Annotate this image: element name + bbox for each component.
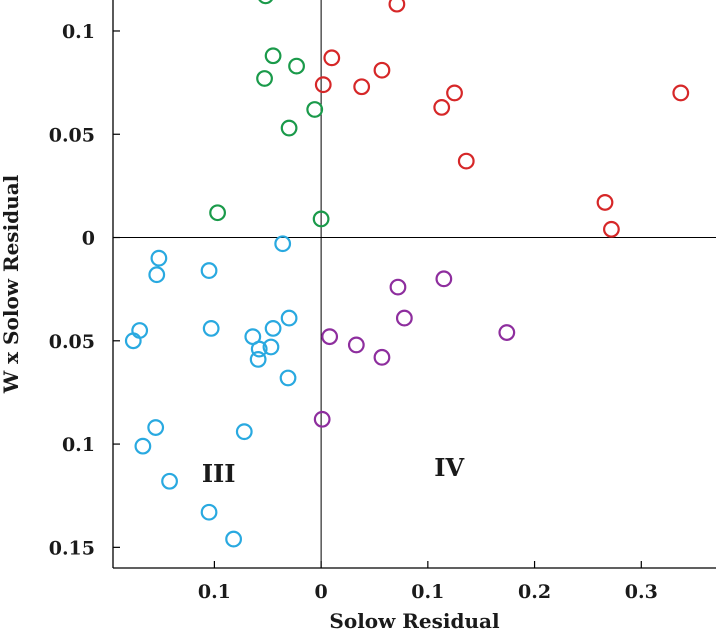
data-point	[280, 119, 298, 137]
data-point	[200, 503, 218, 521]
data-point	[446, 84, 463, 102]
data-point	[373, 348, 391, 366]
data-point	[209, 204, 226, 222]
y-tick-label: 0.05	[49, 124, 95, 146]
data-point	[672, 84, 690, 102]
plot-area: 0.1 0 0.1 0.2 0.3 0.1 0.05 0 0.05 0.1 0.15 III IV	[49, 0, 716, 603]
y-tick-label: 0.05	[49, 331, 95, 353]
data-point	[323, 49, 341, 67]
y-axis-ticks: 0.1 0.05 0 0.05 0.1 0.15	[49, 21, 120, 559]
data-point	[235, 423, 253, 441]
x-tick-label: 0	[314, 581, 327, 603]
data-point	[288, 57, 305, 75]
data-point	[389, 278, 407, 296]
data-point	[306, 101, 324, 118]
x-axis-title: Solow Residual	[329, 609, 500, 633]
y-tick-label: 0.1	[62, 434, 95, 456]
data-point	[250, 340, 268, 358]
data-point	[150, 249, 168, 267]
data-point	[312, 210, 330, 228]
y-axis-title: W x Solow Residual	[0, 174, 23, 394]
data-point	[249, 350, 267, 368]
x-tick-label: 0.1	[411, 581, 444, 603]
data-point	[498, 324, 516, 341]
data-point	[388, 0, 406, 13]
y-tick-label: 0	[82, 228, 95, 250]
data-point	[596, 194, 614, 211]
x-tick-label: 0.3	[625, 581, 658, 603]
data-point	[373, 61, 391, 79]
data-point	[353, 78, 371, 96]
data-point	[202, 320, 220, 337]
x-axis-ticks: 0.1 0 0.1 0.2 0.3	[198, 561, 658, 603]
data-point	[225, 530, 243, 548]
data-points	[124, 0, 690, 548]
data-point	[603, 220, 620, 238]
data-point	[161, 472, 178, 490]
y-tick-label: 0.15	[49, 537, 95, 559]
data-point	[262, 338, 280, 356]
data-point	[200, 262, 218, 279]
data-point	[280, 309, 298, 327]
data-point	[433, 99, 451, 116]
data-point	[274, 235, 292, 253]
data-point	[314, 76, 332, 94]
data-point	[264, 320, 282, 337]
data-point	[395, 309, 413, 327]
quadrant-label: III	[202, 459, 236, 488]
data-point	[435, 270, 453, 288]
data-point	[457, 152, 475, 170]
data-point	[148, 266, 166, 284]
quadrant-label: IV	[434, 453, 464, 482]
y-tick-label: 0.1	[62, 21, 95, 43]
data-point	[279, 369, 297, 387]
x-tick-label: 0.2	[518, 581, 551, 603]
data-point	[258, 0, 273, 5]
data-point	[134, 437, 152, 455]
quadrant-labels: III IV	[202, 453, 465, 488]
data-point	[313, 410, 331, 428]
x-tick-label: 0.1	[198, 581, 231, 603]
data-point	[256, 70, 273, 87]
data-point	[147, 419, 165, 436]
data-point	[321, 328, 339, 346]
data-point	[124, 332, 142, 350]
data-point	[347, 336, 365, 354]
data-point	[264, 47, 282, 65]
